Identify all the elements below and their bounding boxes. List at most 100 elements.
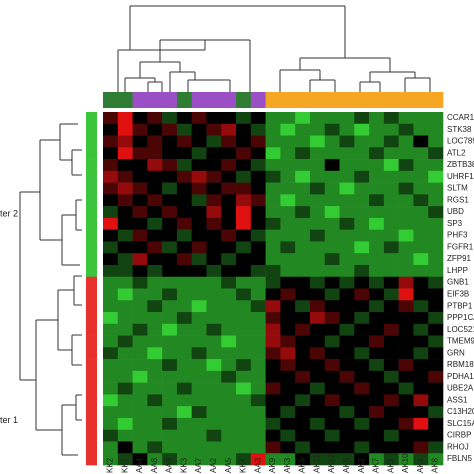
heatmap-cell [147, 347, 163, 360]
heatmap-cell [280, 170, 296, 183]
row-label: LOC521 [447, 325, 474, 334]
heatmap-cell [280, 112, 296, 125]
heatmap-cell [324, 453, 340, 466]
heatmap-cell [206, 382, 222, 395]
row-group-bar [86, 429, 97, 442]
heatmap-cell [103, 406, 119, 419]
row-label: ASS1 [447, 395, 468, 404]
heatmap-cell [147, 323, 163, 336]
heatmap-cell [206, 394, 222, 407]
column-label: AK10 [401, 453, 410, 473]
heatmap-cell [280, 300, 296, 313]
heatmap-cell [236, 359, 252, 372]
row-label: SLTM [447, 184, 468, 193]
heatmap-cell [428, 194, 444, 207]
heatmap-cell [117, 370, 133, 383]
heatmap-cell [162, 300, 178, 313]
heatmap-cell [413, 382, 429, 395]
heatmap-cell [236, 159, 252, 172]
heatmap-cell [295, 217, 311, 230]
heatmap-cell [265, 453, 281, 466]
heatmap-cell [132, 335, 148, 348]
heatmap-cell [369, 123, 385, 136]
heatmap-cell [295, 441, 311, 454]
row-label: RBM18 [447, 360, 474, 369]
heatmap-cell [162, 335, 178, 348]
heatmap-cell [354, 253, 370, 266]
heatmap-cell [250, 135, 266, 148]
heatmap-cell [250, 370, 266, 383]
heatmap-cell [206, 276, 222, 289]
heatmap-cell [309, 276, 326, 289]
row-label: UBE2A [447, 384, 474, 393]
heatmap-cell [428, 253, 444, 266]
row-dendrogram [19, 123, 82, 456]
cluster-label: ter 1 [0, 415, 18, 425]
heatmap-cell [428, 312, 444, 325]
heatmap-cell [339, 194, 355, 207]
heatmap-cell [428, 147, 444, 160]
heatmap-cell [191, 135, 207, 148]
heatmap-cell [369, 288, 385, 301]
heatmap-cell [413, 217, 429, 230]
heatmap-cell [309, 429, 326, 442]
heatmap-cell [176, 159, 192, 172]
heatmap-cell [428, 182, 444, 195]
heatmap-cell [369, 335, 385, 348]
heatmap-cell [295, 123, 311, 136]
column-group-bar [250, 92, 266, 108]
heatmap-cell [206, 323, 222, 336]
heatmap-cell [398, 159, 414, 172]
heatmap-cell [103, 159, 119, 172]
row-group-bar [86, 406, 97, 419]
heatmap-cell [162, 170, 178, 183]
heatmap-cell [309, 335, 326, 348]
heatmap-cell [221, 241, 237, 254]
heatmap-cell [428, 135, 444, 148]
heatmap-cell [250, 159, 266, 172]
heatmap-cell [132, 135, 148, 148]
heatmap-cell [132, 253, 148, 266]
column-group-bar [309, 92, 326, 108]
heatmap-cell [398, 147, 414, 160]
row-group-bar [86, 359, 97, 372]
heatmap-cell [280, 441, 296, 454]
heatmap-cell [117, 217, 133, 230]
heatmap-cell [369, 312, 385, 325]
heatmap-cell [147, 182, 163, 195]
row-group-bar [86, 135, 97, 148]
heatmap-cell [354, 206, 370, 219]
column-label: AA2 [209, 457, 218, 473]
column-group-bar [398, 92, 414, 108]
heatmap-cell [221, 288, 237, 301]
heatmap-cell [398, 335, 414, 348]
heatmap-cell [383, 441, 399, 454]
heatmap-cell [428, 159, 444, 172]
heatmap-cell [191, 264, 207, 278]
row-label: UBD [447, 207, 464, 216]
heatmap-cell [206, 406, 222, 419]
heatmap-cell [250, 323, 266, 336]
heatmap-cell [324, 194, 340, 207]
heatmap-cell [206, 300, 222, 313]
heatmap-cell [280, 453, 296, 466]
heatmap-cell [354, 123, 370, 136]
heatmap-cell [221, 229, 237, 242]
heatmap-cell [339, 335, 355, 348]
heatmap-cell [428, 359, 444, 372]
heatmap-cell [117, 347, 133, 360]
heatmap-cell [162, 241, 178, 254]
heatmap-cell [413, 347, 429, 360]
heatmap-cell [221, 359, 237, 372]
heatmap-cell [191, 206, 207, 219]
heatmap-cell [221, 312, 237, 325]
heatmap-cell [176, 147, 192, 160]
row-label: SLC15A [447, 419, 474, 428]
heatmap-cell [354, 229, 370, 242]
heatmap-cell [236, 229, 252, 242]
heatmap-cell [236, 323, 252, 336]
heatmap-cell [191, 394, 207, 407]
heatmap-cell [428, 241, 444, 254]
heatmap-cell [309, 347, 326, 360]
heatmap-cell [339, 347, 355, 360]
